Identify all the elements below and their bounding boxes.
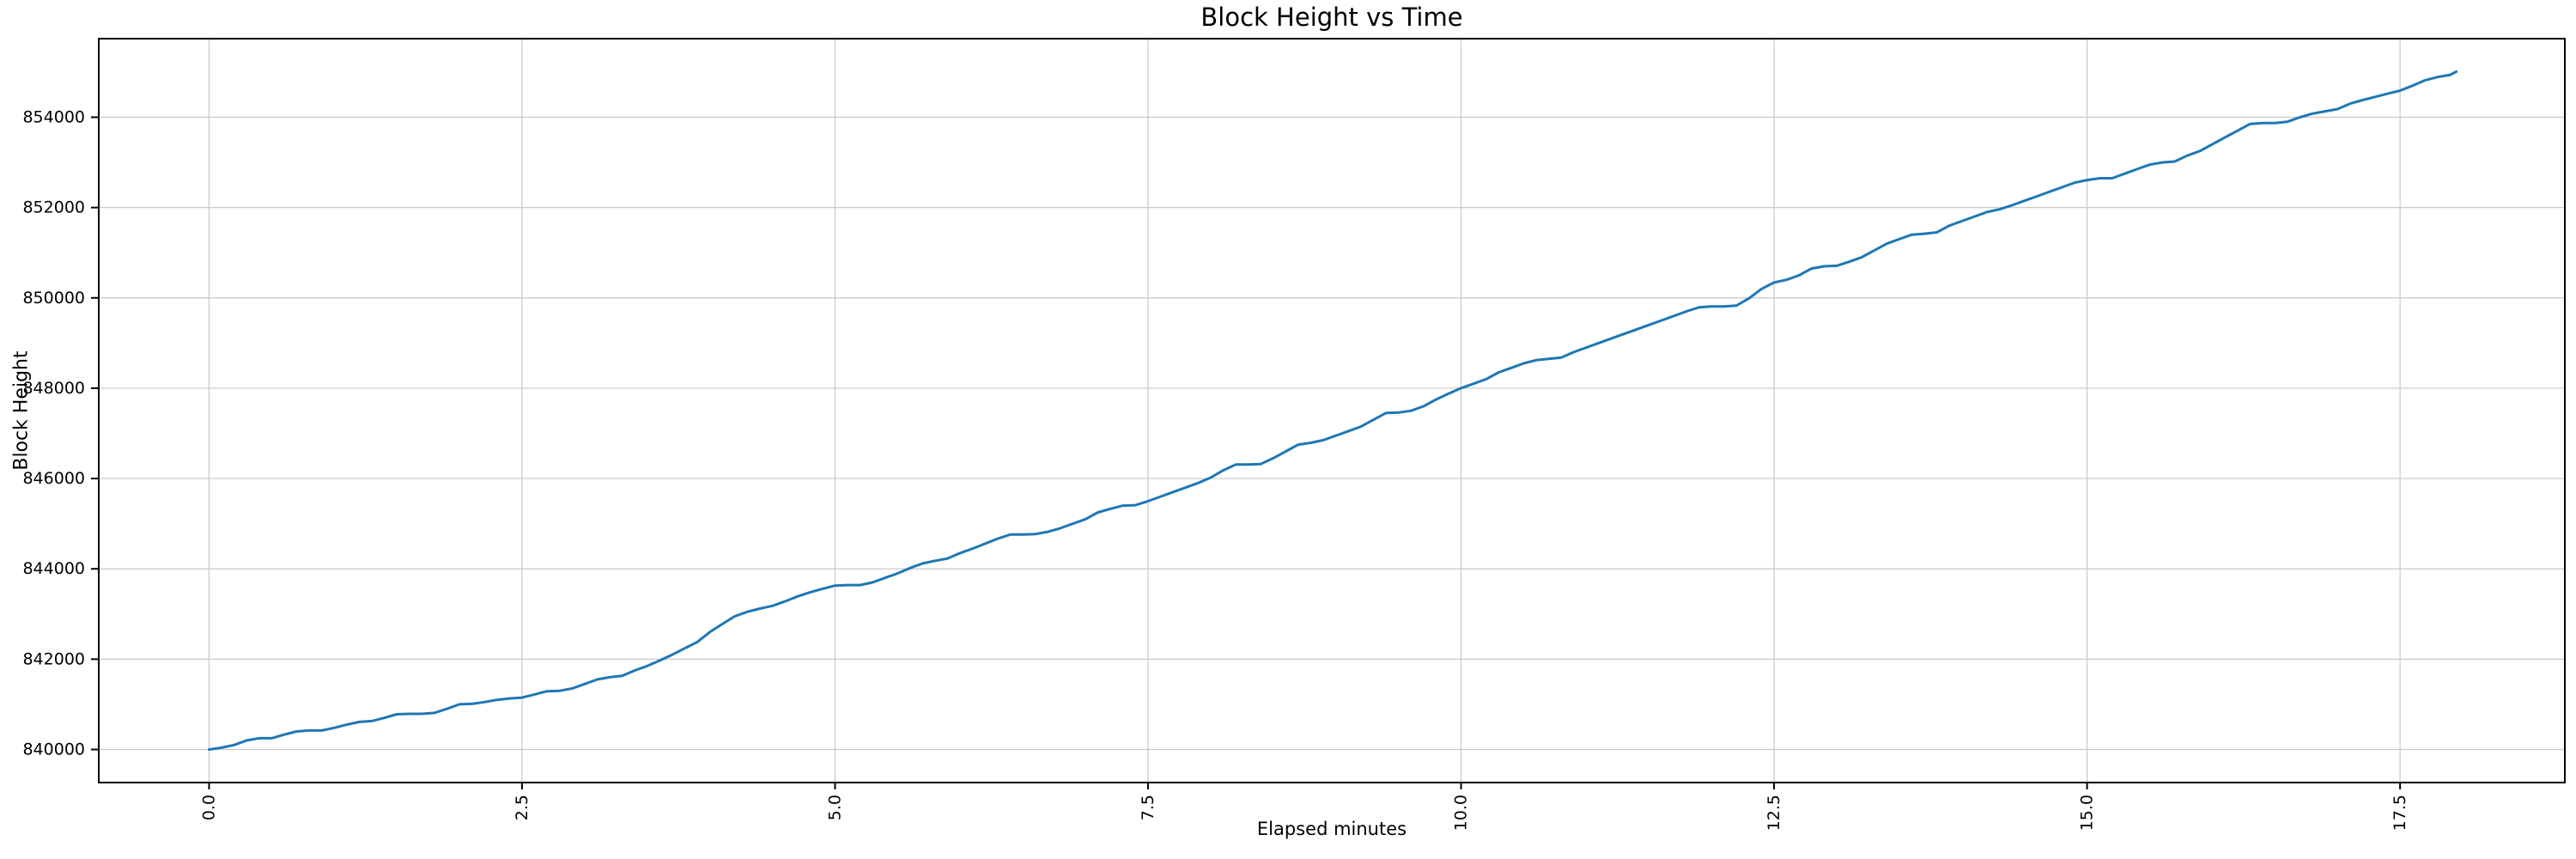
y-tick-label: 850000 bbox=[22, 289, 85, 308]
axes-spines bbox=[98, 38, 2566, 783]
x-tick-label: 2.5 bbox=[513, 795, 532, 820]
y-tick-label: 842000 bbox=[22, 649, 85, 668]
y-ticks: 840000 842000 844000 846000 848000 850000 8520… bbox=[22, 107, 99, 759]
y-tick-label: 840000 bbox=[22, 740, 85, 759]
x-tick-label: 15.0 bbox=[2078, 795, 2097, 831]
y-tick-label: 854000 bbox=[22, 107, 85, 126]
x-axis-label: Elapsed minutes bbox=[1256, 819, 1407, 839]
x-tick-label: 10.0 bbox=[1452, 795, 1471, 831]
y-tick-label: 852000 bbox=[22, 198, 85, 217]
chart-title: Block Height vs Time bbox=[1200, 3, 1463, 32]
x-tick-label: 0.0 bbox=[199, 795, 218, 820]
x-tick-label: 17.5 bbox=[2391, 795, 2409, 831]
x-tick-label: 12.5 bbox=[1765, 795, 1783, 831]
x-grid bbox=[208, 39, 2401, 783]
y-axis-label: Block Height bbox=[10, 350, 33, 471]
y-tick-label: 848000 bbox=[22, 379, 85, 398]
x-tick-label: 5.0 bbox=[826, 795, 845, 820]
y-tick-label: 844000 bbox=[22, 559, 85, 578]
y-grid bbox=[99, 116, 2565, 751]
x-tick-label: 7.5 bbox=[1139, 795, 1157, 820]
data-line bbox=[208, 70, 2458, 751]
y-tick-label: 846000 bbox=[22, 469, 85, 488]
x-ticks: 0.0 2.5 5.0 7.5 10.0 12.5 15.0 17.5 bbox=[199, 783, 2409, 831]
